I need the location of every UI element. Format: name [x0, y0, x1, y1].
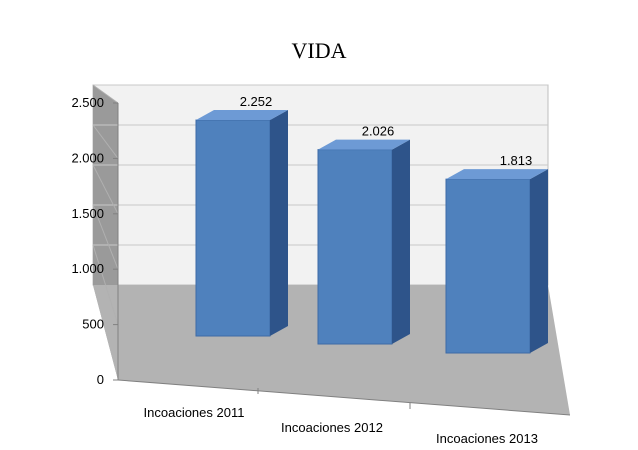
bar-side	[530, 169, 548, 353]
chart-title: VIDA	[291, 38, 347, 63]
bar	[195, 119, 271, 337]
gridline-side	[92, 84, 119, 104]
data-label: 2.252	[240, 94, 273, 109]
gridline-side	[92, 164, 119, 215]
x-tick-label: Incoaciones 2013	[436, 431, 538, 446]
gridline-side	[92, 204, 119, 270]
bar-side	[270, 110, 288, 336]
y-tick-label: 2.000	[71, 150, 104, 165]
bar-top	[196, 110, 288, 120]
x-tick-label: Incoaciones 2012	[281, 420, 383, 435]
y-tick-label: 500	[82, 317, 104, 332]
bar	[317, 149, 393, 345]
y-tick-label: 2.500	[71, 95, 104, 110]
data-label: 1.813	[500, 153, 533, 168]
x-axis	[117, 379, 571, 416]
y-tick-label: 1.000	[71, 261, 104, 276]
bar-top	[446, 169, 548, 180]
bar-side	[392, 139, 410, 344]
y-tick-label: 1.500	[71, 206, 104, 221]
gridline-side	[92, 124, 119, 159]
gridline-side	[92, 244, 119, 325]
x-tick-label: Incoaciones 2011	[144, 405, 245, 420]
y-tick-label: 0	[97, 372, 104, 387]
bar-top	[318, 139, 410, 150]
bar	[445, 178, 531, 354]
data-label: 2.026	[362, 124, 395, 139]
